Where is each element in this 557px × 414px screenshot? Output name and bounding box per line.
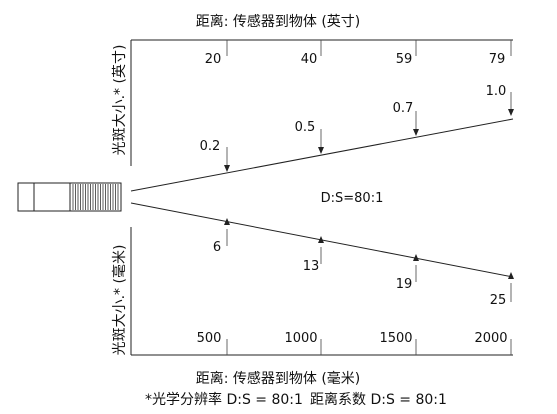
spot-in-2: 0.5 (295, 120, 316, 135)
spot-mm-1: 6 (213, 240, 221, 255)
distance-mm-2: 1000 (284, 331, 317, 346)
distance-in-3: 59 (396, 52, 413, 67)
spot-in-4: 1.0 (486, 84, 507, 99)
spot-mm-3: 19 (396, 277, 413, 292)
distance-in-1: 20 (205, 52, 222, 67)
cone-upper-line (130, 118, 514, 192)
distance-mm-3: 1500 (379, 331, 412, 346)
spot-mm-2: 13 (303, 259, 320, 274)
top-axis-label: 光斑大小.* (英寸) (111, 45, 128, 156)
distance-mm-1: 500 (197, 331, 222, 346)
bottom-distance-caption: 距离: 传感器到物体 (毫米) (196, 370, 361, 387)
spot-mm-arrows (224, 218, 514, 302)
spot-mm-4: 25 (490, 293, 507, 308)
distance-mm-4: 2000 (474, 331, 507, 346)
distance-ratio-note: 距离系数 D:S = 80:1 (310, 391, 447, 408)
bottom-axis-label: 光斑大小.* (毫米) (111, 245, 128, 356)
spot-in-3: 0.7 (393, 101, 414, 116)
distance-in-4: 79 (489, 52, 506, 67)
sensor-icon (17, 182, 122, 212)
ratio-label: D:S=80:1 (321, 191, 384, 206)
distance-in-2: 40 (301, 52, 318, 67)
optical-resolution-note: *光学分辨率 D:S = 80:1 (145, 391, 303, 408)
top-distance-caption: 距离: 传感器到物体 (英寸) (196, 13, 361, 30)
spot-in-1: 0.2 (200, 139, 221, 154)
spot-in-arrows (224, 92, 514, 172)
